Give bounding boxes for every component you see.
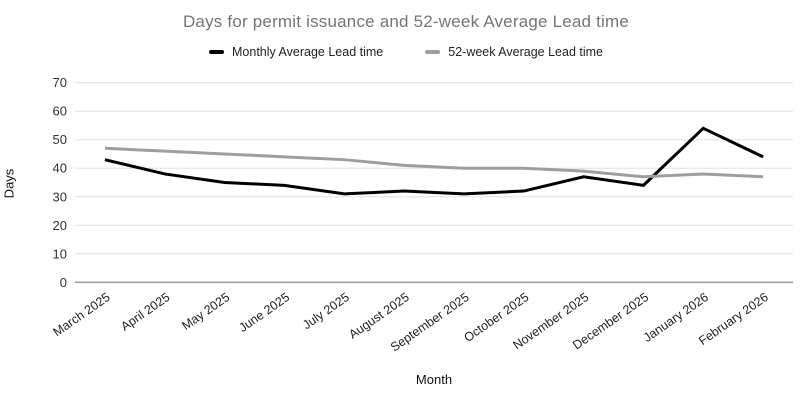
x-tick-label: July 2025 [300,290,352,332]
y-tick-label: 60 [53,104,67,119]
x-axis-title: Month [415,372,453,387]
y-tick-label: 10 [53,246,67,261]
legend-item-monthly-average[interactable]: Monthly Average Lead time [209,45,383,59]
series-line-monthly-average[interactable] [104,126,764,196]
y-axis-title: Days [1,168,17,199]
y-tick-label: 0 [60,275,67,290]
y-tick-label: 20 [53,218,67,233]
x-tick-label: March 2025 [51,290,113,339]
x-tick-label: April 2025 [118,290,172,334]
legend-item-52week-average[interactable]: 52-week Average Lead time [425,45,603,59]
legend-label-monthly: Monthly Average Lead time [232,45,384,59]
y-tick-label: 50 [53,132,67,147]
y-tick-label: 70 [53,75,67,90]
legend-label-52week: 52-week Average Lead time [448,45,603,59]
y-tick-label: 30 [53,189,67,204]
legend-swatch-52week-icon [425,50,441,54]
series-line-52week-average[interactable] [104,146,764,179]
chart-legend: Monthly Average Lead time 52-week Averag… [0,45,812,59]
chart-title: Days for permit issuance and 52-week Ave… [182,12,630,31]
legend-swatch-monthly-icon [209,50,224,54]
x-tick-label: June 2025 [236,290,292,335]
y-tick-label: 40 [53,161,67,176]
x-tick-label: May 2025 [179,290,232,333]
